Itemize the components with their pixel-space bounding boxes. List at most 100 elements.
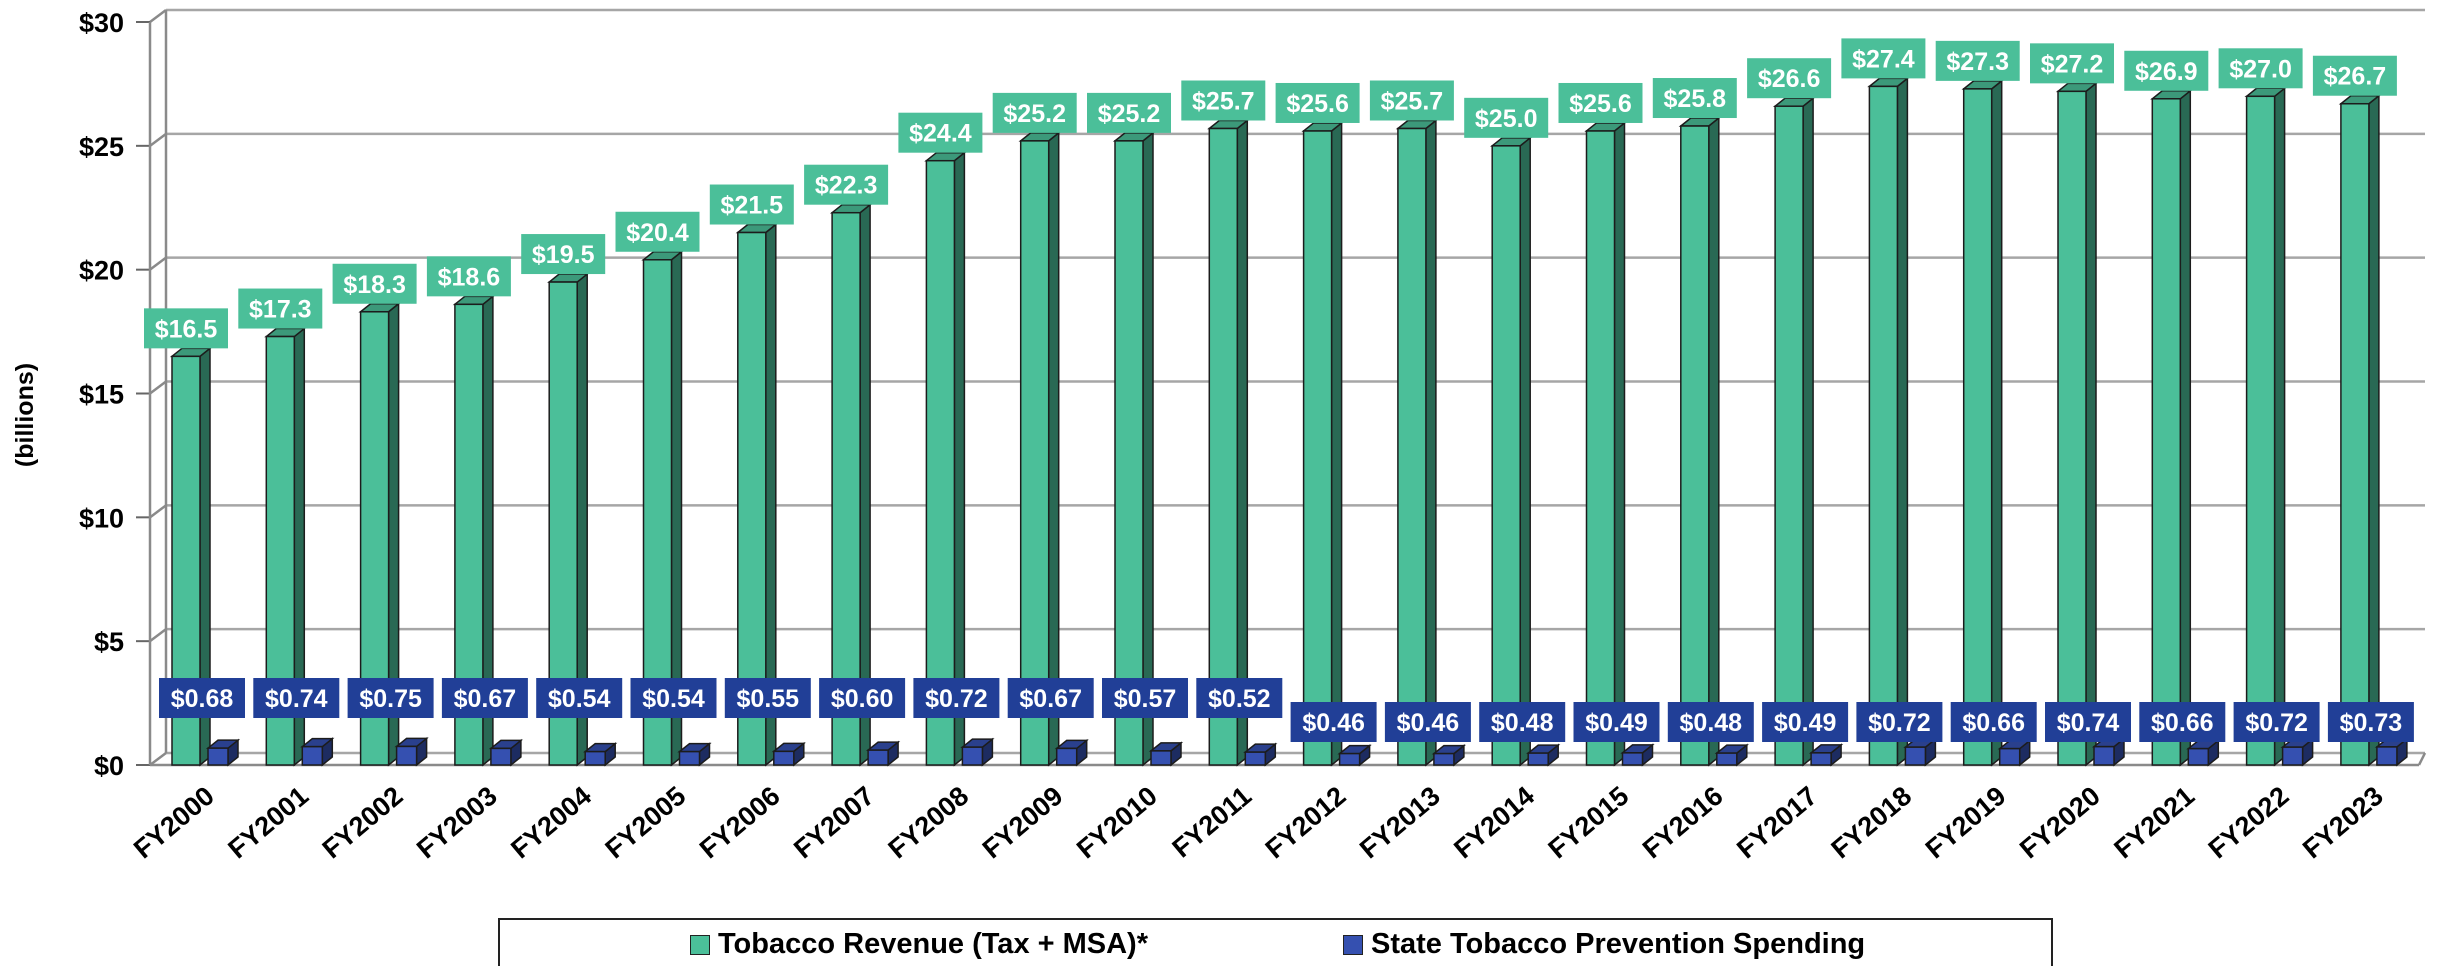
- data-label-prevention-text: $0.66: [1962, 709, 2025, 737]
- bar-revenue: [1678, 116, 1721, 767]
- gridline-depth: [149, 628, 167, 643]
- bar-revenue-side: [2179, 89, 2192, 767]
- data-label-revenue: $21.5: [709, 184, 794, 225]
- bar-revenue-side: [1047, 131, 1060, 767]
- x-tick-label: FY2022: [2203, 781, 2295, 865]
- x-tick-label: FY2008: [883, 781, 975, 865]
- data-label-revenue-box: [2312, 55, 2397, 96]
- legend-item-prevention: State Tobacco Prevention Spending: [1343, 928, 1865, 961]
- bar-revenue: [735, 222, 778, 767]
- bar-prevention: [1903, 737, 1938, 767]
- data-label-prevention: $0.49: [1762, 702, 1849, 742]
- bar-prevention: [677, 742, 712, 767]
- bar-revenue-side: [1519, 136, 1531, 767]
- data-label-prevention: $0.60: [819, 678, 906, 718]
- bar-prevention-front: [2093, 745, 2115, 766]
- data-label-prevention: $0.55: [724, 678, 811, 718]
- data-label-revenue: $27.0: [2218, 48, 2303, 89]
- bar-prevention-front: [2281, 746, 2304, 766]
- data-label-prevention: $0.54: [536, 678, 623, 718]
- bar-revenue: [1395, 118, 1439, 767]
- y-tick-label: $25: [79, 132, 124, 162]
- data-label-revenue-box: [1181, 80, 1266, 121]
- data-label-revenue: $25.6: [1275, 82, 1360, 123]
- gridline-depth: [149, 256, 167, 271]
- bar-revenue-side: [1990, 79, 2003, 767]
- data-label-prevention-text: $0.55: [737, 685, 800, 713]
- data-label-revenue-text: $25.2: [1003, 100, 1066, 128]
- data-label-revenue: $16.5: [144, 308, 228, 349]
- data-label-prevention: $0.75: [347, 678, 434, 718]
- bar-prevention-front: [584, 750, 606, 766]
- bar-prevention: [583, 742, 618, 767]
- data-label-revenue-text: $25.6: [1569, 90, 1632, 118]
- bar-revenue-front: [2057, 90, 2087, 766]
- data-label-revenue: $17.3: [238, 288, 323, 329]
- gridline-depth: [149, 132, 167, 147]
- bar-prevention: [1714, 743, 1749, 767]
- data-label-prevention: $0.73: [2327, 702, 2414, 742]
- bar-revenue: [1867, 76, 1910, 767]
- x-tick-label: FY2000: [128, 781, 220, 865]
- data-label-prevention: $0.66: [2139, 702, 2226, 742]
- data-label-revenue-box: [709, 184, 794, 225]
- x-tick-label: FY2017: [1731, 781, 1823, 865]
- x-tick-label: FY2020: [2014, 781, 2106, 865]
- bar-revenue-side: [1330, 121, 1343, 767]
- gridline-depth: [149, 504, 167, 519]
- bar-revenue-side: [953, 151, 966, 767]
- data-label-prevention-text: $0.54: [548, 685, 611, 713]
- x-tick-label: FY2018: [1826, 781, 1918, 865]
- x-tick-label: FY2007: [788, 781, 880, 865]
- bar-revenue-front: [2245, 95, 2276, 766]
- data-label-prevention-box: [441, 678, 528, 718]
- x-tick-label: FY2016: [1637, 781, 1729, 865]
- data-label-prevention-box: [1479, 702, 1566, 742]
- data-label-prevention-text: $0.52: [1208, 685, 1271, 713]
- data-label-prevention-box: [1290, 702, 1377, 742]
- data-label-revenue: $25.7: [1369, 80, 1454, 121]
- bar-prevention-front: [1244, 751, 1267, 766]
- x-tick-label: FY2009: [977, 781, 1069, 865]
- x-tick-label: FY2004: [505, 781, 597, 865]
- data-label-revenue: $19.5: [521, 234, 606, 275]
- bar-prevention-front: [207, 747, 229, 766]
- y-axis-label: (billions): [11, 363, 39, 467]
- bar-prevention: [1997, 739, 2032, 767]
- data-label-revenue-text: $27.4: [1852, 45, 1915, 73]
- data-label-prevention-text: $0.75: [359, 685, 422, 713]
- legend-swatch-prevention: [1343, 934, 1363, 955]
- data-label-revenue: $24.4: [898, 112, 983, 153]
- data-label-revenue-text: $20.4: [626, 219, 689, 247]
- y-tick-label: $10: [79, 503, 124, 533]
- bar-prevention: [1148, 741, 1184, 767]
- bar-revenue-side: [1896, 76, 1909, 767]
- data-label-revenue-box: [1558, 82, 1643, 123]
- data-label-revenue: $22.3: [804, 164, 889, 205]
- data-label-revenue: $25.0: [1464, 97, 1549, 138]
- bar-prevention-front: [961, 746, 984, 766]
- data-label-revenue-text: $27.2: [2041, 50, 2104, 78]
- bar-prevention-front: [2187, 747, 2210, 766]
- bar-revenue-front: [737, 231, 767, 766]
- bar-prevention-front: [1716, 752, 1738, 766]
- bar-revenue-front: [2340, 102, 2370, 766]
- data-label-prevention-text: $0.49: [1585, 709, 1648, 737]
- x-tick-label: FY2023: [2297, 781, 2389, 865]
- bar-prevention-front: [1527, 752, 1549, 766]
- data-label-prevention: $0.66: [1950, 702, 2037, 742]
- data-label-revenue-box: [1841, 38, 1926, 79]
- data-label-revenue: $27.3: [1935, 40, 2020, 81]
- bar-revenue: [1018, 131, 1061, 767]
- bar-revenue-front: [1208, 127, 1239, 766]
- data-label-revenue-box: [2030, 43, 2114, 84]
- data-label-prevention-text: $0.72: [925, 685, 988, 713]
- bar-prevention: [1431, 744, 1467, 767]
- data-label-revenue-box: [992, 92, 1077, 133]
- data-label-revenue: $26.6: [1747, 58, 1832, 99]
- bar-revenue-side: [2085, 81, 2097, 767]
- data-label-revenue-text: $18.6: [438, 263, 501, 291]
- x-tick-label: FY2019: [1920, 781, 2012, 865]
- bar-revenue-side: [2273, 86, 2286, 767]
- data-label-revenue-box: [2124, 50, 2209, 91]
